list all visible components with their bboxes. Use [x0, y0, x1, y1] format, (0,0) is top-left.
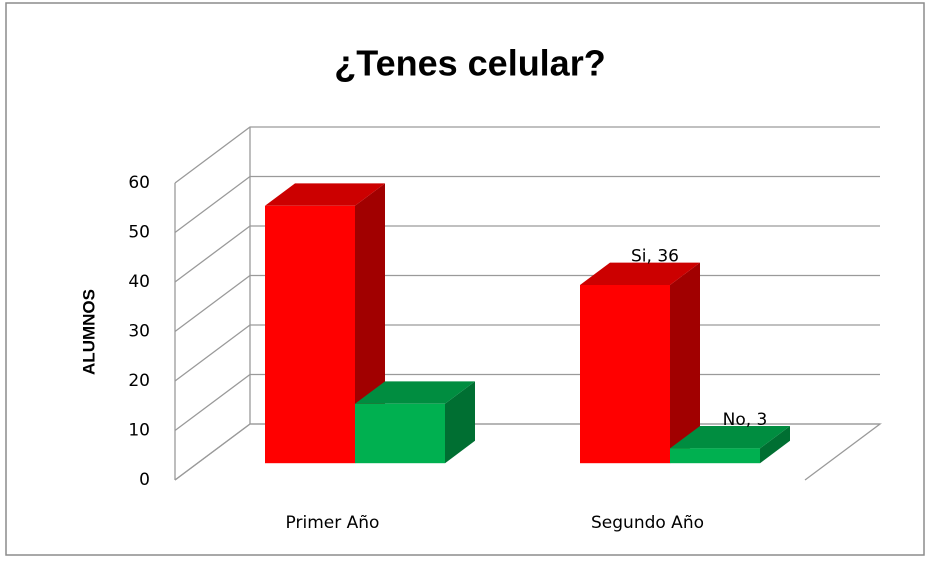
y-tick-label: 0: [139, 470, 150, 490]
grid-line: [174, 225, 880, 283]
data-label: Si, 36: [631, 247, 679, 267]
bar: [670, 448, 760, 464]
y-tick-label: 10: [128, 421, 150, 441]
bar: [355, 403, 445, 464]
bar-top: [580, 262, 700, 285]
chart-title: ¿Tenes celular?: [334, 43, 605, 84]
y-tick-label: 60: [128, 173, 150, 193]
data-label: No, 3: [723, 410, 768, 430]
grid-line: [174, 126, 880, 184]
bar-top: [355, 381, 475, 404]
bar-top: [265, 183, 385, 206]
y-axis-title: ALUMNOS: [79, 289, 98, 375]
x-tick-label: Primer Año: [286, 513, 380, 533]
x-tick-label: Segundo Año: [591, 513, 704, 533]
y-tick-label: 50: [128, 223, 150, 243]
bar-side: [445, 381, 475, 464]
bar: [265, 205, 355, 464]
y-tick-label: 30: [128, 322, 150, 342]
chart-frame: [5, 2, 925, 556]
y-tick-label: 40: [128, 272, 150, 292]
bar-side: [670, 262, 700, 464]
bar-top: [670, 425, 790, 449]
bar: [580, 285, 670, 464]
y-tick-label: 20: [128, 371, 150, 391]
bar-side: [760, 425, 790, 464]
grid-line: [174, 175, 880, 234]
